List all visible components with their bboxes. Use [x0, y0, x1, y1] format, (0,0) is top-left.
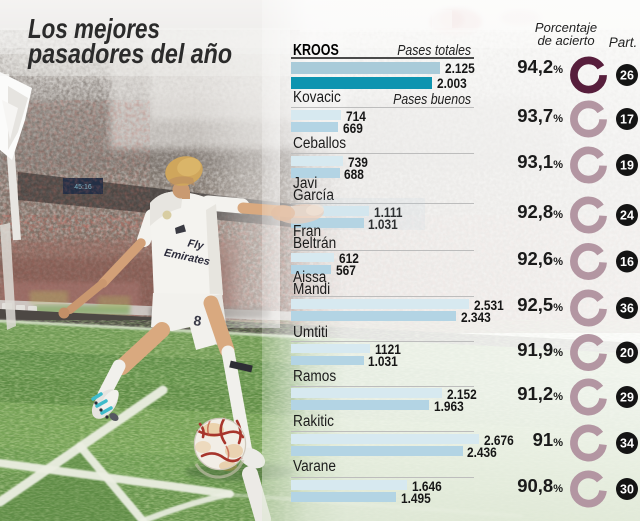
svg-text:Fly: Fly	[187, 237, 206, 252]
svg-text:24: 24	[620, 209, 634, 223]
svg-text:29: 29	[620, 391, 634, 405]
svg-text:20: 20	[620, 346, 634, 360]
svg-text:16: 16	[620, 255, 634, 269]
svg-text:36: 36	[620, 302, 634, 316]
svg-text:8: 8	[193, 312, 203, 329]
svg-text:34: 34	[620, 437, 634, 451]
svg-text:17: 17	[620, 113, 634, 127]
svg-text:30: 30	[620, 483, 634, 497]
svg-text:19: 19	[620, 159, 634, 173]
svg-text:26: 26	[620, 69, 634, 83]
